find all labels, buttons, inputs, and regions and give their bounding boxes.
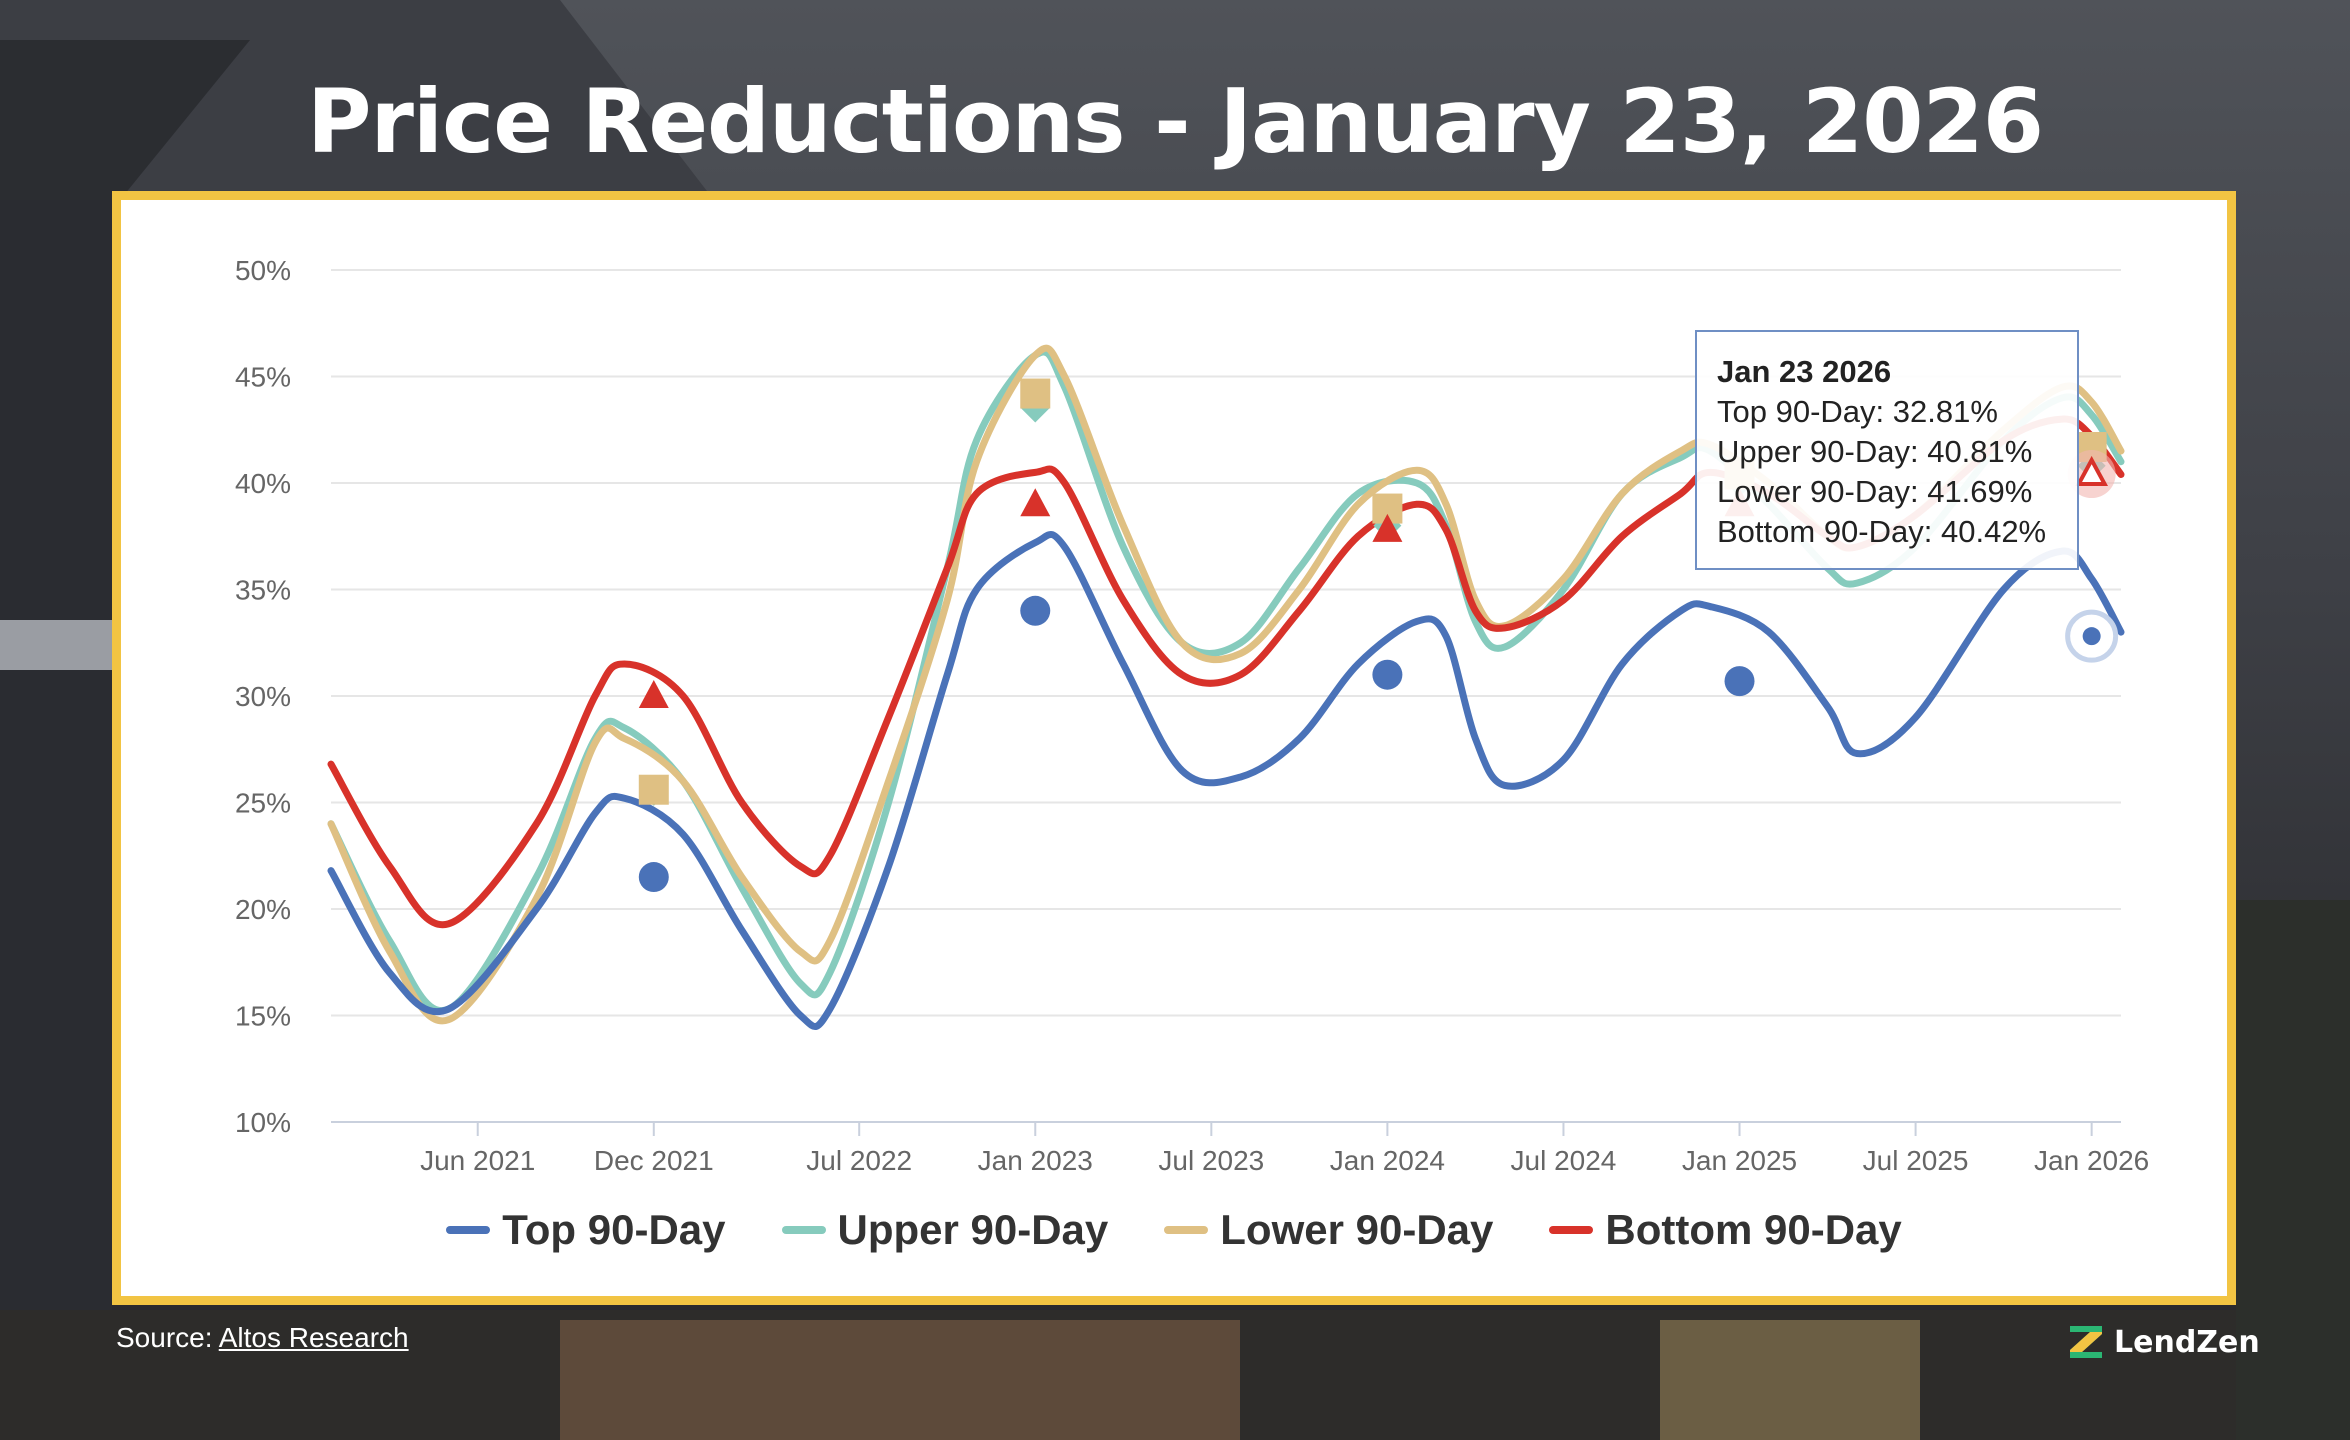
- legend-label-bottom: Bottom 90-Day: [1605, 1206, 1902, 1253]
- marker-top: [1372, 659, 1403, 690]
- legend-swatch-top: [446, 1226, 491, 1234]
- x-tick-label: Jan 2023: [978, 1145, 1093, 1176]
- y-tick-label: 35%: [235, 575, 291, 606]
- chart-panel: 10% 15% 20% 25% 30% 35% 40% 45% 50% Jun 2021 Dec 2…: [112, 191, 2236, 1305]
- marker-top: [1020, 595, 1051, 626]
- legend-item-top[interactable]: Top 90-Day: [446, 1206, 726, 1254]
- legend-swatch-bottom: [1549, 1226, 1594, 1234]
- source-credit: Source: Altos Research: [116, 1322, 409, 1354]
- x-tick-label: Jan 2025: [1682, 1145, 1797, 1176]
- marker-bottom: [1020, 488, 1051, 517]
- tooltip-line-top: Top 90-Day: 32.81%: [1717, 394, 1998, 429]
- chart-legend: Top 90-Day Upper 90-Day Lower 90-Day Bot…: [121, 1200, 2227, 1260]
- source-label: Source:: [116, 1322, 213, 1353]
- tooltip-date: Jan 23 2026: [1717, 354, 1892, 389]
- x-tick-label: Jul 2024: [1511, 1145, 1617, 1176]
- y-tick-label: 15%: [235, 1001, 291, 1032]
- legend-item-lower[interactable]: Lower 90-Day: [1164, 1206, 1493, 1254]
- x-tick-label: Jul 2022: [806, 1145, 912, 1176]
- series-line-top: [327, 531, 2125, 1030]
- legend-swatch-upper: [781, 1226, 826, 1234]
- tooltip-line-upper: Upper 90-Day: 40.81%: [1717, 434, 2033, 469]
- tooltip-line-lower: Lower 90-Day: 41.69%: [1717, 474, 2033, 509]
- marker-bottom-hover: [2075, 455, 2109, 487]
- legend-item-bottom[interactable]: Bottom 90-Day: [1549, 1206, 1902, 1254]
- legend-swatch-lower: [1164, 1226, 1209, 1234]
- marker-top-hover: [2082, 627, 2101, 646]
- x-tick-label: Jun 2021: [420, 1145, 535, 1176]
- x-tick-label: Dec 2021: [594, 1145, 714, 1176]
- y-tick-label: 30%: [235, 681, 291, 712]
- marker-top: [638, 862, 669, 893]
- legend-label-top: Top 90-Day: [502, 1206, 726, 1253]
- y-tick-label: 20%: [235, 894, 291, 925]
- tooltip-line-bottom: Bottom 90-Day: 40.42%: [1717, 514, 2047, 549]
- legend-label-upper: Upper 90-Day: [837, 1206, 1109, 1253]
- y-tick-label: 50%: [235, 255, 291, 286]
- y-tick-label: 25%: [235, 788, 291, 819]
- marker-top: [1724, 666, 1755, 697]
- brand-logo: LendZen: [2066, 1322, 2260, 1362]
- marker-lower: [1020, 378, 1051, 409]
- source-link[interactable]: Altos Research: [218, 1322, 409, 1353]
- x-tick-label: Jul 2023: [1158, 1145, 1264, 1176]
- x-tick-label: Jan 2026: [2034, 1145, 2149, 1176]
- marker-lower: [638, 774, 669, 805]
- x-tick-label: Jan 2024: [1330, 1145, 1445, 1176]
- lendzen-logo-icon: [2070, 1326, 2102, 1358]
- y-tick-label: 40%: [235, 468, 291, 499]
- brand-name: LendZen: [2114, 1324, 2260, 1360]
- page-title: Price Reductions - January 23, 2026: [307, 70, 2044, 173]
- y-tick-label: 45%: [235, 362, 291, 393]
- chart-tooltip: Jan 23 2026 Top 90-Day: 32.81% Upper 90-…: [1695, 330, 2079, 570]
- legend-label-lower: Lower 90-Day: [1220, 1206, 1494, 1253]
- legend-item-upper[interactable]: Upper 90-Day: [781, 1206, 1109, 1254]
- marker-bottom: [638, 680, 669, 708]
- marker-bottom: [1372, 513, 1403, 542]
- y-tick-label: 10%: [235, 1107, 291, 1138]
- x-tick-label: Jul 2025: [1863, 1145, 1969, 1176]
